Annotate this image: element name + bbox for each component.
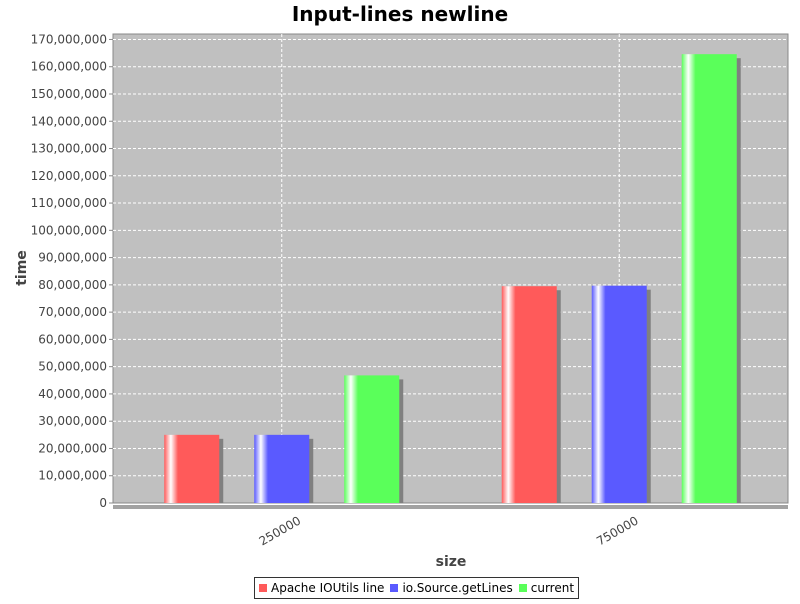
bar (344, 375, 400, 503)
bars (164, 54, 741, 503)
y-tick-label: 170,000,000 (31, 32, 107, 46)
y-tick-label: 40,000,000 (38, 387, 107, 401)
y-tick-label: 120,000,000 (31, 169, 107, 183)
y-tick-label: 0 (99, 496, 107, 510)
y-tick-label: 70,000,000 (38, 305, 107, 319)
x-tick-label: 750000 (594, 513, 641, 548)
plot-area (112, 33, 789, 504)
y-tick-label: 150,000,000 (31, 87, 107, 101)
bar (501, 286, 557, 503)
bar (591, 285, 647, 503)
legend-item: current (518, 581, 575, 595)
legend-swatch (259, 584, 267, 592)
y-tick-label: 100,000,000 (31, 223, 107, 237)
x-axis: 250000 750000 (113, 505, 788, 549)
y-tick-label: 140,000,000 (31, 114, 107, 128)
y-tick-label: 60,000,000 (38, 332, 107, 346)
bar (681, 54, 737, 503)
y-tick-label: 90,000,000 (38, 251, 107, 265)
legend-swatch (390, 584, 399, 592)
y-tick-label: 160,000,000 (31, 60, 107, 74)
y-tick-label: 20,000,000 (38, 441, 107, 455)
chart-title: Input-lines newline (292, 2, 508, 26)
legend-label: Apache IOUtils line (271, 581, 385, 595)
legend-item: Apache IOUtils line (259, 581, 384, 595)
legend-label: io.Source.getLines (402, 581, 513, 595)
y-tick-label: 110,000,000 (31, 196, 107, 210)
legend-swatch (518, 584, 527, 592)
legend-label: current (530, 581, 575, 595)
bar (164, 434, 220, 503)
x-tick-label: 250000 (257, 513, 304, 548)
y-tick-label: 10,000,000 (38, 469, 107, 483)
legend: Apache IOUtils line io.Source.getLines cur… (254, 577, 580, 599)
y-axis-label: time (14, 250, 30, 286)
y-tick-label: 50,000,000 (38, 360, 107, 374)
y-tick-label: 30,000,000 (38, 414, 107, 428)
y-tick-label: 80,000,000 (38, 278, 107, 292)
y-tick-label: 130,000,000 (31, 142, 107, 156)
bar (254, 434, 310, 503)
x-axis-label: size (436, 554, 467, 570)
y-axis: 0 10,000,000 20,000,000 30,000,000 40,000,00… (31, 32, 113, 510)
legend-item: io.Source.getLines (390, 581, 513, 595)
